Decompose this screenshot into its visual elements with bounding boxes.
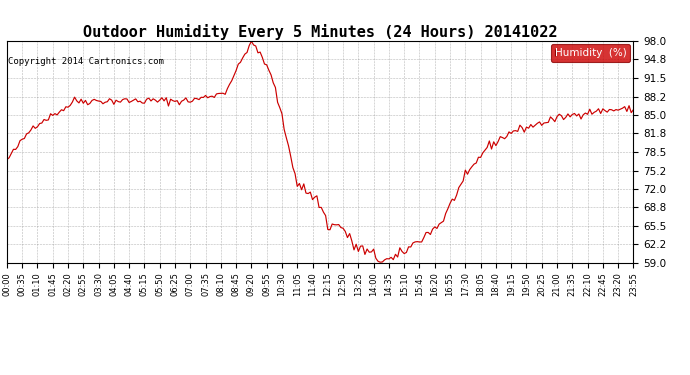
Legend: Humidity  (%): Humidity (%) <box>551 44 630 62</box>
Text: Copyright 2014 Cartronics.com: Copyright 2014 Cartronics.com <box>8 57 164 66</box>
Title: Outdoor Humidity Every 5 Minutes (24 Hours) 20141022: Outdoor Humidity Every 5 Minutes (24 Hou… <box>83 24 558 40</box>
